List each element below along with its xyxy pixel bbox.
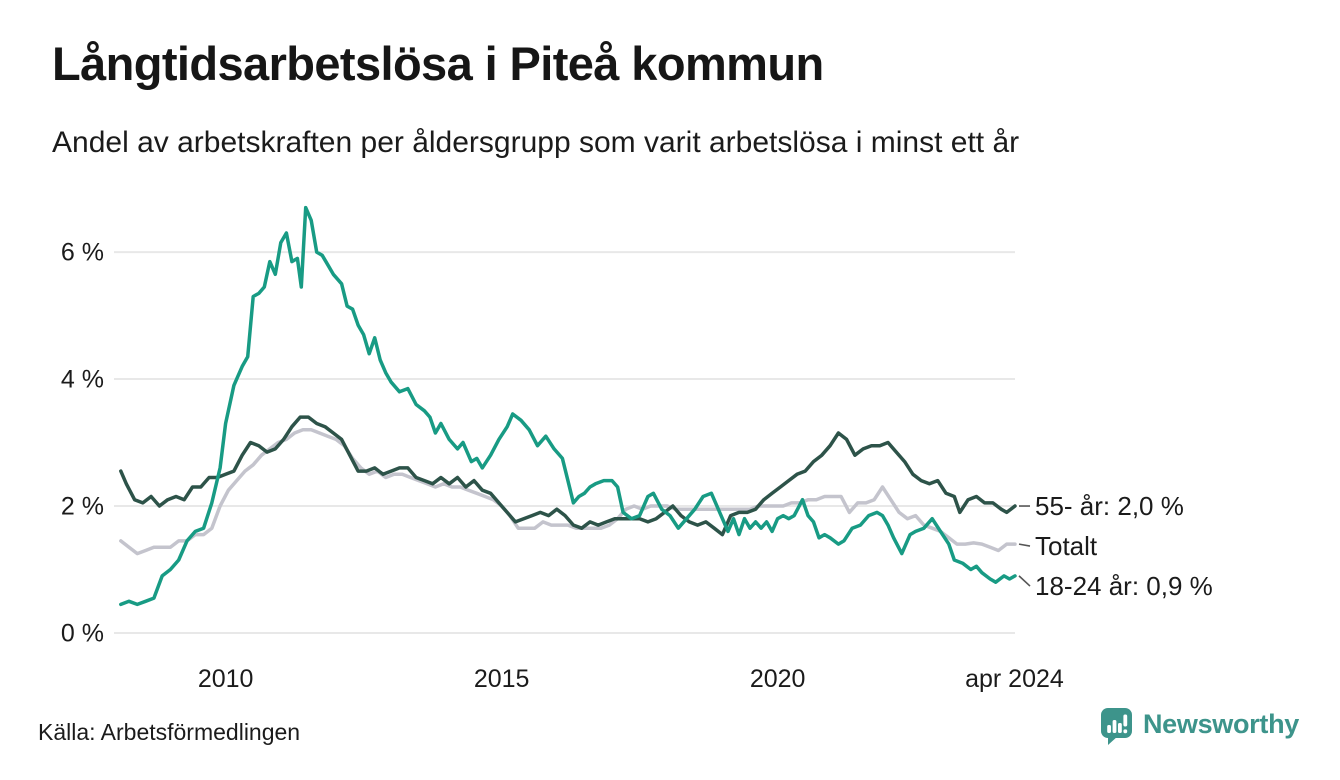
y-tick-label: 2 % bbox=[61, 493, 104, 521]
chart-subtitle: Andel av arbetskraften per åldersgrupp s… bbox=[52, 126, 1020, 159]
series-line-18-24-r bbox=[119, 205, 1017, 607]
chart-title: Långtidsarbetslösa i Piteå kommun bbox=[52, 37, 824, 90]
y-tick-label: 6 % bbox=[61, 239, 104, 267]
newsworthy-bubble-icon bbox=[1100, 708, 1132, 745]
x-tick-label: apr 2024 bbox=[965, 665, 1064, 693]
source-note: Källa: Arbetsförmedlingen bbox=[38, 719, 301, 745]
y-tick-label: 0 % bbox=[61, 620, 104, 648]
series-line-55-r bbox=[119, 415, 1017, 537]
newsworthy-wordmark: Newsworthy bbox=[1142, 709, 1299, 739]
label-connector-18-24-r bbox=[1018, 575, 1031, 587]
series-end-label-totalt: Totalt bbox=[1035, 531, 1098, 561]
x-tick-label: 2015 bbox=[474, 665, 530, 693]
newsworthy-logo-link[interactable]: Newsworthy bbox=[1100, 706, 1299, 746]
x-tick-label: 2020 bbox=[750, 665, 806, 693]
series-end-label-18-24-r: 18-24 år: 0,9 % bbox=[1035, 571, 1213, 601]
series-end-label-55-r: 55- år: 2,0 % bbox=[1035, 491, 1184, 521]
series-line-totalt bbox=[119, 428, 1017, 556]
x-tick-label: 2010 bbox=[198, 665, 254, 693]
label-connector-totalt bbox=[1018, 543, 1031, 547]
y-tick-label: 4 % bbox=[61, 366, 104, 394]
